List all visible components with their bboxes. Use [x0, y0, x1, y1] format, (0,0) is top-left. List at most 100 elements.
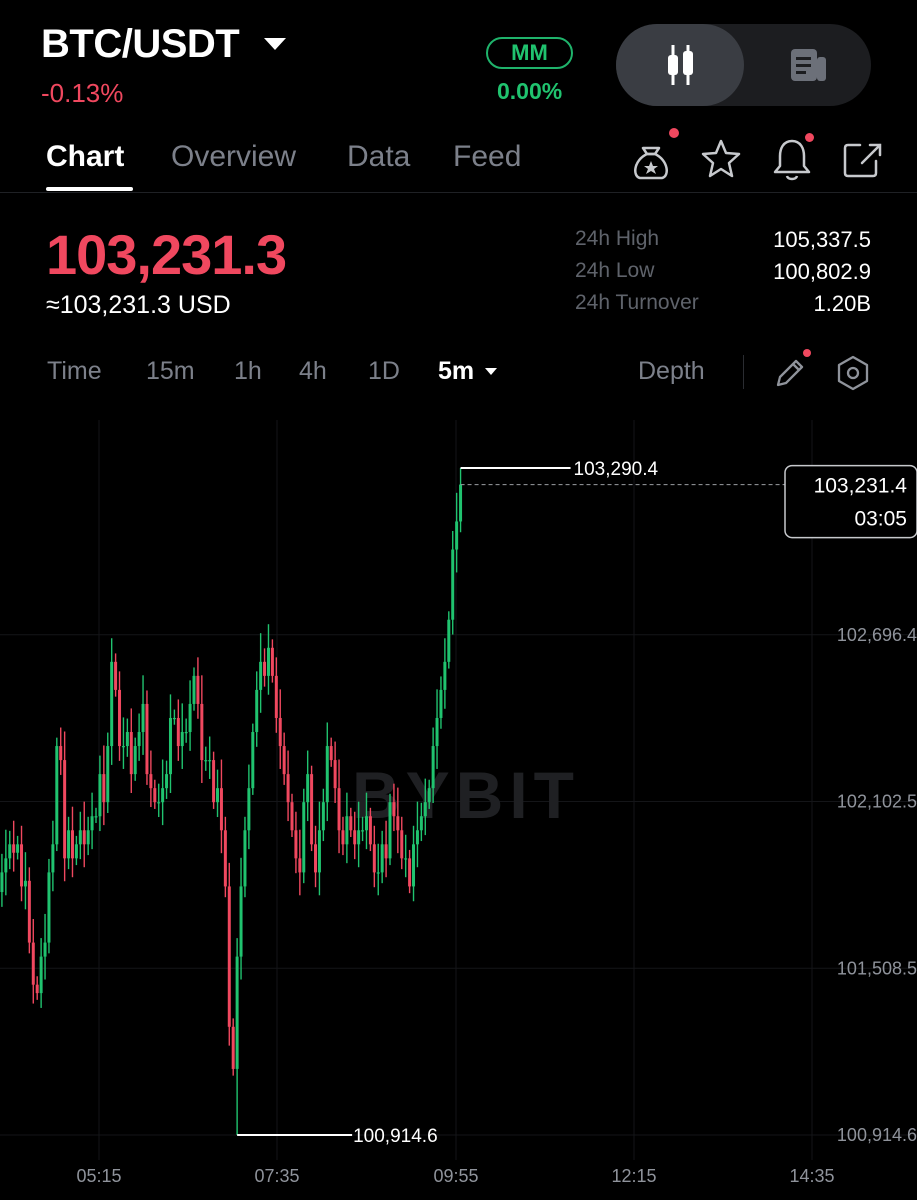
tab-chart[interactable]: Chart	[46, 140, 125, 173]
candle-body	[78, 830, 82, 845]
chart-markers: 103,290.4 100,914.6 103,231.4 03:05	[237, 459, 917, 1147]
candle-body	[23, 880, 27, 887]
tf-15m[interactable]: 15m	[146, 357, 195, 385]
candle-body	[121, 746, 125, 748]
candle-body	[208, 760, 212, 762]
candle-body	[31, 942, 35, 985]
tab-data[interactable]: Data	[347, 140, 411, 173]
candle-body	[102, 774, 106, 803]
candle-body	[302, 802, 306, 873]
candle-body	[12, 844, 16, 853]
candle-body	[63, 760, 67, 859]
candle-body	[196, 675, 200, 704]
share-icon[interactable]	[840, 137, 884, 181]
candle-body	[455, 521, 459, 550]
pair-dropdown-caret-icon[interactable]	[264, 38, 286, 50]
candle-body	[219, 788, 223, 831]
candle-body	[341, 830, 345, 845]
candle-body	[82, 830, 86, 845]
candle-body	[404, 858, 408, 860]
stat-label-24h-high: 24h High	[575, 227, 660, 250]
candle-body	[27, 880, 31, 943]
candle-body	[86, 830, 90, 845]
candle-body	[451, 549, 455, 620]
candle-body	[110, 661, 114, 747]
candle-body	[431, 746, 435, 789]
candle-body	[278, 717, 282, 747]
timeframe-dropdown-caret-icon[interactable]	[485, 368, 497, 375]
candle-body	[137, 732, 141, 747]
last-price: 103,231.3	[46, 223, 287, 286]
candle-body	[231, 1026, 235, 1069]
tab-overview[interactable]: Overview	[171, 140, 297, 173]
candle-body	[98, 774, 102, 817]
candle-body	[310, 774, 314, 845]
candle-body	[443, 661, 447, 690]
tf-1h[interactable]: 1h	[234, 357, 262, 385]
active-tab-underline	[46, 187, 133, 191]
candle-body	[353, 830, 357, 845]
tf-1d[interactable]: 1D	[368, 357, 400, 385]
candle-body	[161, 788, 165, 803]
bell-notification-dot	[805, 133, 814, 142]
bell-icon[interactable]	[770, 136, 814, 182]
candle-body	[192, 675, 196, 704]
x-axis: 05:15 07:35 09:55 12:15 14:35	[76, 1166, 834, 1186]
candle-body	[270, 647, 274, 676]
tab-feed[interactable]: Feed	[453, 140, 522, 173]
candle-body	[423, 802, 427, 817]
candle-body	[16, 844, 20, 853]
candle-body	[145, 703, 149, 775]
x-tick-label: 05:15	[76, 1166, 121, 1186]
candle-body	[306, 774, 310, 803]
candle-body	[337, 788, 341, 831]
candle-body	[74, 844, 78, 859]
candle-body	[55, 746, 59, 845]
stat-value-24h-low: 100,802.9	[773, 259, 871, 284]
pencil-icon[interactable]	[772, 355, 808, 391]
candle-body	[357, 830, 361, 845]
candle-body	[384, 844, 388, 859]
y-axis: 100,914.6 101,508.5 102,102.5 102,696.4	[837, 625, 917, 1145]
pair-title[interactable]: BTC/USDT	[41, 22, 240, 66]
star-icon[interactable]	[699, 137, 743, 181]
candle-body	[184, 732, 188, 734]
candle-body	[20, 844, 24, 887]
toggle-chart-view[interactable]	[616, 24, 744, 106]
mm-badge[interactable]: MM	[486, 37, 573, 69]
candle-body	[43, 942, 47, 957]
stat-value-24h-turnover: 1.20B	[813, 291, 872, 316]
reward-bag-icon[interactable]	[628, 136, 674, 182]
toolbar-separator	[743, 355, 744, 389]
candle-body	[412, 844, 416, 887]
candle-body	[239, 886, 243, 957]
reward-notification-dot	[669, 128, 679, 138]
stat-value-24h-high: 105,337.5	[773, 227, 871, 252]
candle-body	[90, 816, 94, 831]
tf-5m[interactable]: 5m	[438, 357, 475, 385]
y-tick-label: 102,102.5	[837, 792, 917, 812]
tf-time[interactable]: Time	[47, 357, 102, 385]
candle-body	[70, 830, 74, 859]
candle-body	[333, 760, 337, 789]
tf-4h[interactable]: 4h	[299, 357, 327, 385]
candle-body	[298, 858, 302, 873]
candle-body	[0, 872, 4, 893]
mm-value: 0.00%	[497, 78, 563, 104]
stat-label-24h-low: 24h Low	[575, 259, 655, 282]
candle-body	[223, 830, 227, 887]
candle-body	[165, 774, 169, 789]
candle-body	[4, 858, 8, 873]
candle-body	[188, 703, 192, 733]
candle-body	[259, 661, 263, 690]
depth-button[interactable]: Depth	[638, 357, 705, 385]
candle-body	[290, 802, 294, 831]
candle-body	[286, 774, 290, 803]
price-change: -0.13%	[41, 78, 124, 108]
toggle-news-view[interactable]	[744, 24, 871, 106]
candle-body	[408, 858, 412, 887]
x-tick-label: 14:35	[789, 1166, 834, 1186]
candle-body	[345, 816, 349, 845]
settings-hex-icon[interactable]	[834, 354, 872, 392]
